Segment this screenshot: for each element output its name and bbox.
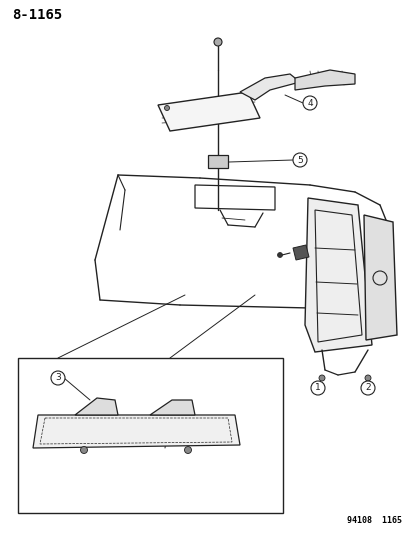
- Text: 5: 5: [297, 156, 302, 165]
- Bar: [18, 358, 282, 513]
- Polygon shape: [33, 415, 240, 448]
- Polygon shape: [75, 398, 118, 415]
- Text: 2: 2: [364, 384, 370, 392]
- Circle shape: [318, 375, 324, 381]
- Text: 8-1165: 8-1165: [12, 8, 62, 22]
- Circle shape: [364, 375, 370, 381]
- Polygon shape: [294, 70, 354, 90]
- Polygon shape: [240, 74, 299, 100]
- Polygon shape: [158, 92, 259, 131]
- Polygon shape: [207, 155, 228, 168]
- Polygon shape: [150, 400, 195, 415]
- Text: 3: 3: [55, 374, 61, 383]
- Text: 1: 1: [314, 384, 320, 392]
- Text: 94108  1165: 94108 1165: [346, 516, 401, 525]
- Circle shape: [51, 371, 65, 385]
- Circle shape: [277, 253, 282, 257]
- Circle shape: [360, 381, 374, 395]
- Polygon shape: [363, 215, 396, 340]
- Circle shape: [80, 447, 87, 454]
- Circle shape: [292, 153, 306, 167]
- Polygon shape: [292, 245, 308, 260]
- Circle shape: [214, 38, 221, 46]
- Circle shape: [164, 106, 169, 110]
- Circle shape: [184, 447, 191, 454]
- Circle shape: [302, 96, 316, 110]
- Polygon shape: [304, 198, 371, 352]
- Text: 4: 4: [306, 99, 312, 108]
- Circle shape: [310, 381, 324, 395]
